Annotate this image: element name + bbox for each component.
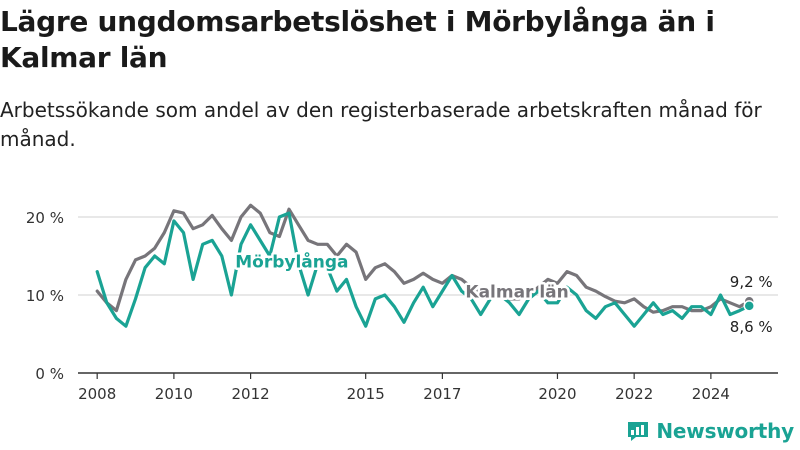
x-tick-label: 2024 [692, 385, 730, 403]
bar-chart-logo-icon [628, 422, 649, 441]
series-line-kalmar-l-n [95, 203, 751, 314]
x-tick-label: 2022 [615, 385, 653, 403]
x-tick-label: 2008 [78, 385, 116, 403]
x-tick-label: 2010 [155, 385, 193, 403]
chart-title: Lägre ungdomsarbetslöshet i Mörbylånga ä… [0, 5, 715, 74]
brand-name: Newsworthy [656, 419, 794, 443]
x-tick-label: 2020 [538, 385, 576, 403]
x-tick-label: 2017 [423, 385, 461, 403]
y-tick-label: 10 % [26, 287, 64, 305]
x-tick-label: 2015 [347, 385, 385, 403]
series-annotation-label: Mörbylånga [235, 251, 348, 273]
end-value-label: 8,6 % [730, 318, 773, 336]
end-value-label: 9,2 % [730, 273, 773, 291]
y-tick-label: 20 % [26, 209, 64, 227]
newsworthy-brand[interactable]: Newsworthy [626, 416, 794, 446]
series-end-point [743, 300, 755, 312]
series-line-m-rbyl-nga [95, 211, 751, 328]
x-tick-label: 2012 [232, 385, 270, 403]
chart-subtitle: Arbetssökande som andel av den registerb… [0, 98, 762, 151]
series-annotation-label: Kalmar län [465, 282, 568, 302]
line-chart: 0 % 10 % 20 % 2008 2010 2012 2015 2017 2020 2022 2… [26, 203, 778, 403]
y-tick-label: 0 % [35, 365, 64, 383]
